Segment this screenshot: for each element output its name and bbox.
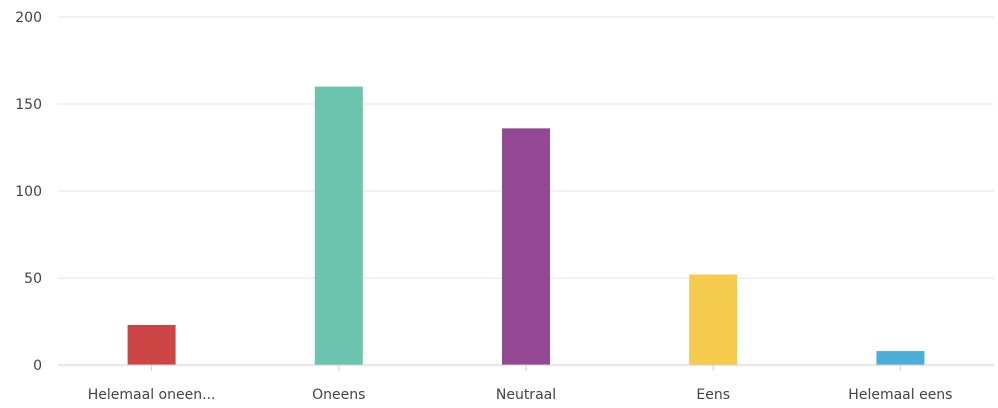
y-tick-label-200: 200 — [15, 10, 42, 26]
y-tick-label-100: 100 — [15, 184, 42, 200]
x-tick-label-1: Helemaal oneen... — [88, 387, 216, 403]
x-tick-label-5: Helemaal eens — [848, 387, 952, 403]
y-tick-label-50: 50 — [24, 271, 42, 287]
x-tick-label-2: Oneens — [312, 387, 365, 403]
bar-1[interactable] — [127, 324, 176, 365]
axis-layer: 0 50 100 150 200 Helemaal oneen... Oneens Neutr… — [15, 10, 994, 403]
x-tick-label-4: Eens — [696, 387, 730, 403]
x-tick-label-3: Neutraal — [496, 387, 556, 403]
bar-4[interactable] — [689, 274, 738, 365]
bar-5[interactable] — [876, 351, 925, 365]
bar-2[interactable] — [314, 86, 363, 365]
y-tick-label-150: 150 — [15, 97, 42, 113]
bars-layer — [127, 86, 925, 365]
bar-3[interactable] — [502, 128, 550, 365]
y-tick-label-0: 0 — [33, 358, 42, 374]
